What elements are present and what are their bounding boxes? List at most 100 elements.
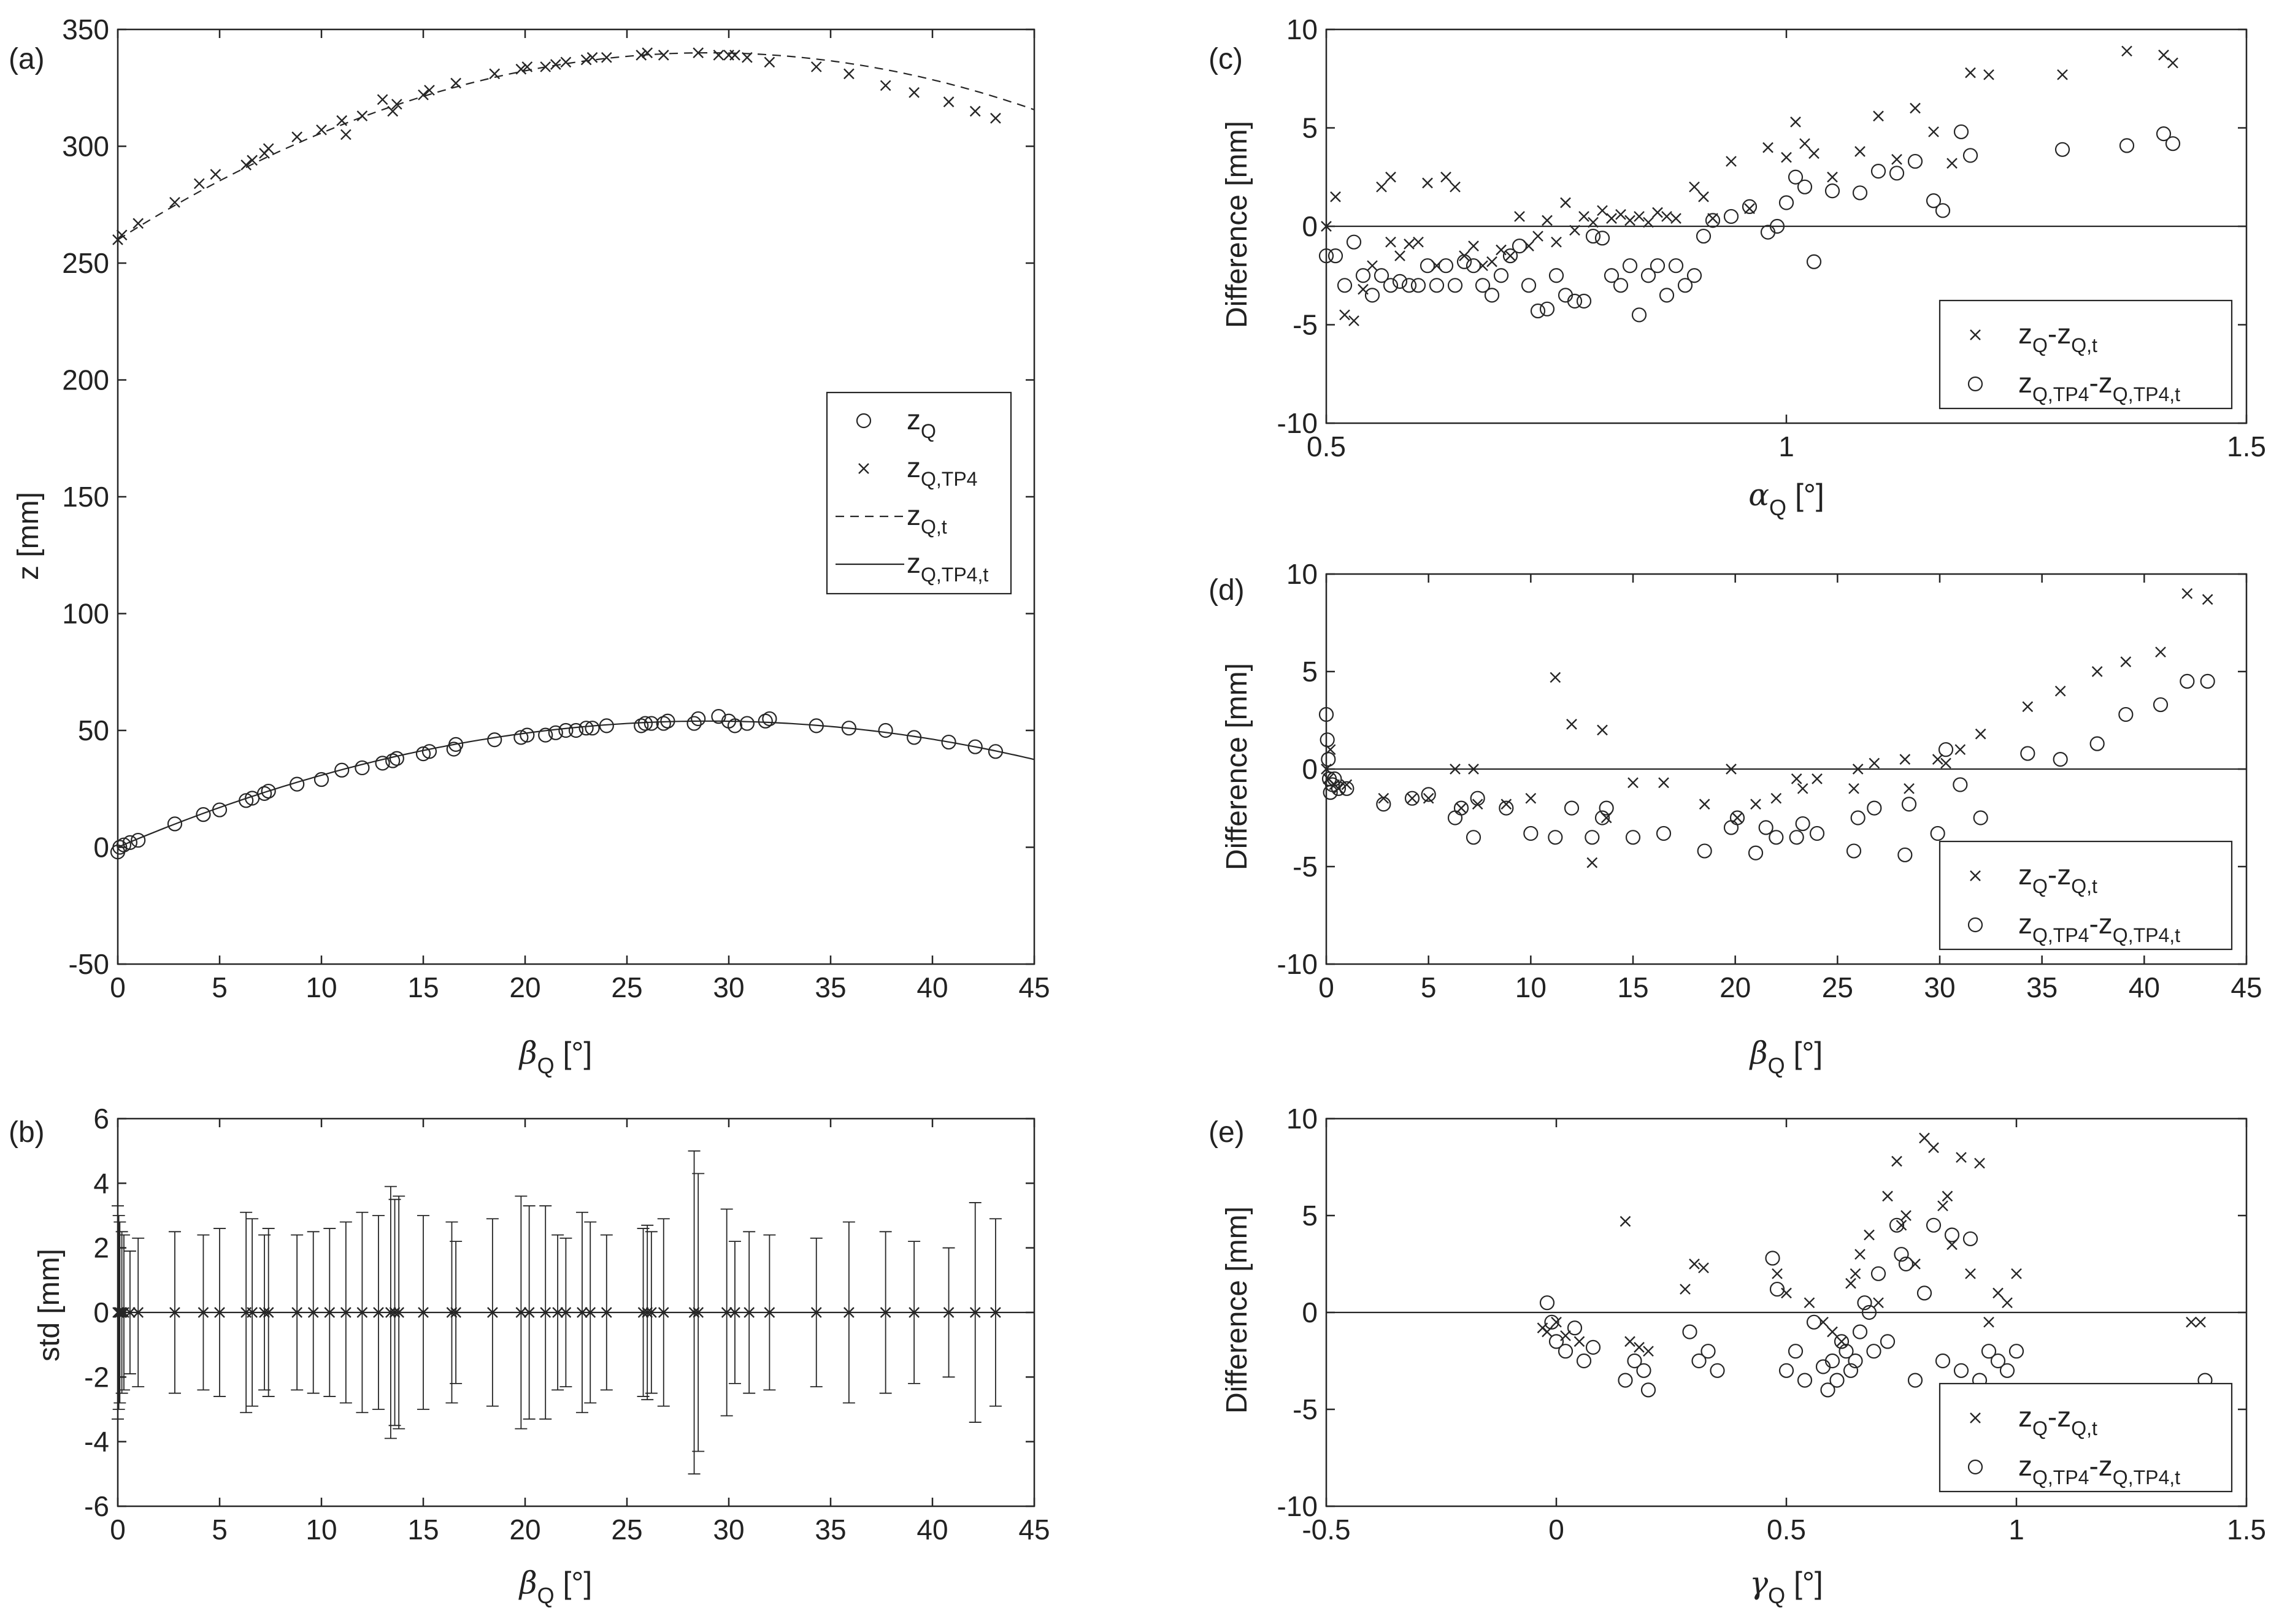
data-point-cross [1376, 181, 1387, 193]
data-point-circle [1404, 791, 1420, 806]
data-point-circle [1604, 268, 1620, 283]
x-tick-label-b: 30 [713, 1514, 744, 1545]
x-tick-label-e: 0 [1548, 1514, 1564, 1545]
data-point-cross [1932, 754, 1943, 765]
legend-marker-cross [1970, 1412, 1981, 1423]
legend-marker-circle [1967, 376, 1983, 392]
data-point-circle [2153, 697, 2169, 713]
legend-entry-label: zQ-zQ,t [2018, 1401, 2097, 1439]
data-point-circle [2118, 707, 2134, 722]
data-point-cross [1385, 171, 1396, 183]
y-tick-label-b: -2 [84, 1361, 109, 1393]
data-point-cross [450, 77, 461, 89]
x-tick-label-e: 1.5 [2227, 1514, 2266, 1545]
data-point-circle [1627, 1353, 1642, 1369]
data-point-cross [1770, 792, 1782, 804]
data-point-circle [1700, 1344, 1716, 1359]
data-point-circle [487, 732, 502, 748]
data-point-cross [1542, 215, 1553, 226]
data-point-circle [656, 716, 671, 731]
panel-c-xlabel-symbol: α [1748, 477, 1769, 513]
y-tick-label-e: 0 [1302, 1297, 1318, 1328]
data-point-cross [387, 105, 399, 117]
data-point-circle [841, 721, 856, 736]
data-point-cross [1850, 1268, 1861, 1279]
data-point-circle [1521, 278, 1537, 293]
data-point-cross [2054, 685, 2066, 697]
panel-c-ylabel: Difference [mm] [1221, 121, 1253, 328]
data-point-cross [1983, 1316, 1994, 1328]
data-point-cross [116, 229, 128, 241]
y-tick-label-d: 5 [1302, 656, 1318, 688]
panel-b-xlabel-unit: [°] [555, 1566, 593, 1600]
panel-d-xlabel-sub: Q [1768, 1053, 1785, 1078]
legend-marker-cross [858, 463, 869, 474]
y-tick-label-a: 300 [62, 131, 109, 163]
data-point-circle [2119, 138, 2135, 153]
data-point-cross [1597, 205, 1608, 216]
data-point-circle [1585, 830, 1600, 845]
data-point-cross [1804, 1297, 1815, 1309]
data-point-circle [355, 760, 370, 776]
data-point-cross [1852, 764, 1864, 775]
data-point-cross [1574, 1336, 1585, 1347]
data-point-cross [2120, 656, 2132, 667]
y-tick-label-d: -10 [1277, 948, 1318, 980]
data-point-circle [967, 739, 983, 754]
mean-point-cross [385, 1307, 396, 1318]
data-point-cross [1965, 1268, 1976, 1279]
data-point-cross [1891, 1155, 1902, 1167]
data-point-cross [1627, 777, 1639, 789]
data-point-circle [1374, 268, 1389, 283]
data-point-circle [691, 711, 706, 727]
data-point-cross [316, 124, 327, 136]
data-point-circle [2054, 142, 2070, 157]
data-point-cross [1661, 211, 1672, 222]
x-tick-label-e: 0.5 [1767, 1514, 1806, 1545]
mean-point-cross [658, 1307, 669, 1318]
data-point-circle [1861, 1304, 1877, 1320]
data-point-cross [356, 110, 368, 121]
data-point-circle [421, 744, 437, 759]
data-point-circle [520, 727, 535, 743]
y-tick-label-c: -5 [1293, 309, 1318, 341]
data-point-cross [1848, 783, 1859, 794]
data-point-circle [1962, 1231, 1978, 1247]
x-tick-label-c: 1.5 [2227, 431, 2266, 462]
panel-a-xlabel-sub: Q [537, 1053, 555, 1078]
data-point-circle [1320, 732, 1335, 748]
mean-point-cross [645, 1307, 657, 1318]
legend-box-c [1939, 299, 2233, 410]
data-point-cross [210, 169, 221, 180]
mean-point-cross [943, 1307, 955, 1318]
data-point-cross [2195, 1316, 2206, 1328]
data-point-circle [1640, 268, 1656, 283]
data-point-circle [1829, 1373, 1845, 1388]
data-point-circle [1742, 199, 1758, 214]
data-point-circle [1795, 816, 1810, 832]
data-point-circle [1376, 797, 1391, 812]
y-tick-label-c: 10 [1286, 13, 1318, 45]
data-point-circle [1659, 288, 1675, 303]
panel-b-label: (b) [9, 1116, 45, 1149]
data-point-cross [540, 61, 551, 72]
data-point-circle [2156, 126, 2172, 142]
data-point-cross [1413, 236, 1424, 248]
data-point-cross [1900, 1210, 1912, 1221]
data-point-circle [1748, 845, 1764, 860]
legend-box-a [826, 391, 1012, 595]
data-point-cross [1624, 1336, 1635, 1347]
data-point-circle [1973, 810, 1988, 825]
data-point-circle [1843, 1363, 1859, 1378]
data-point-circle [1705, 213, 1721, 228]
mean-point-cross [552, 1307, 563, 1318]
x-tick-label-d: 15 [1617, 971, 1648, 1003]
data-point-cross [909, 87, 920, 98]
data-point-cross [1928, 126, 1939, 137]
data-point-circle [334, 762, 350, 778]
data-point-circle [1438, 258, 1454, 274]
data-point-circle [1820, 1382, 1835, 1398]
legend-entry-label: zQ-zQ,t [2018, 318, 2097, 356]
data-point-circle [1824, 183, 1840, 199]
data-point-circle [1898, 1256, 1914, 1272]
